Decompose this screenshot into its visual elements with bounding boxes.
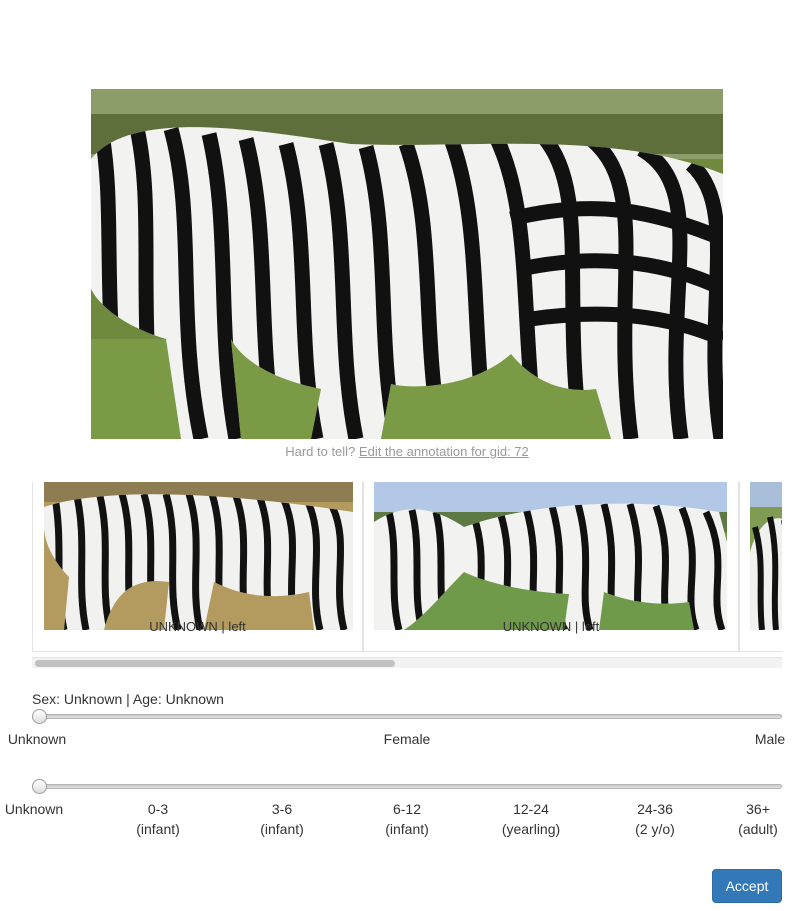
age-note-0-3: (infant) bbox=[136, 821, 180, 837]
thumbnail-strip: UNKNOWN | left bbox=[32, 482, 782, 670]
thumbnail-image-1 bbox=[44, 482, 353, 630]
age-label-3-6: 3-6 (infant) bbox=[227, 799, 337, 839]
edit-annotation-link[interactable]: Edit the annotation for gid: 72 bbox=[358, 444, 529, 459]
thumbnail-card-2[interactable]: UNKNOWN | left bbox=[363, 482, 739, 652]
sex-label-female: Female bbox=[383, 731, 431, 747]
age-slider-track[interactable] bbox=[34, 784, 782, 789]
thumbnail-caption-1: UNKNOWN | left bbox=[149, 619, 246, 634]
sex-slider-handle[interactable] bbox=[32, 709, 47, 724]
thumbnail-caption-2: UNKNOWN | left bbox=[502, 619, 600, 634]
age-range-3-6: 3-6 bbox=[271, 801, 293, 817]
age-note-36-plus: (adult) bbox=[738, 821, 778, 837]
annotation-hint: Hard to tell? Edit the annotation for gi… bbox=[0, 444, 804, 459]
age-label-6-12: 6-12 (infant) bbox=[352, 799, 462, 839]
age-range-36-plus: 36+ bbox=[746, 801, 770, 817]
hint-prefix: Hard to tell? bbox=[285, 444, 356, 459]
thumbnail-scrollbar[interactable] bbox=[32, 657, 782, 668]
thumbnail-card-1[interactable]: UNKNOWN | left bbox=[32, 482, 363, 652]
age-range-24-36: 24-36 bbox=[637, 801, 673, 817]
sex-label-unknown: Unknown bbox=[7, 731, 67, 747]
age-note-3-6: (infant) bbox=[260, 821, 304, 837]
scrollbar-thumb[interactable] bbox=[35, 660, 395, 667]
thumbnail-strip-content: UNKNOWN | left bbox=[32, 482, 782, 654]
age-note-24-36: (2 y/o) bbox=[635, 821, 675, 837]
age-label-12-24: 12-24 (yearling) bbox=[476, 799, 586, 839]
sex-label-male: Male bbox=[754, 731, 786, 747]
thumbnail-image-2 bbox=[374, 482, 727, 630]
age-note-6-12: (infant) bbox=[385, 821, 429, 837]
age-label-0-3: 0-3 (infant) bbox=[103, 799, 213, 839]
age-slider-handle[interactable] bbox=[32, 779, 47, 794]
thumbnail-image-3 bbox=[750, 482, 782, 630]
age-range-0-3: 0-3 bbox=[147, 801, 169, 817]
thumbnail-card-3[interactable] bbox=[739, 482, 782, 652]
age-label-36-plus: 36+ (adult) bbox=[708, 799, 804, 839]
zebra-annotation-image bbox=[91, 89, 723, 439]
age-range-unknown: Unknown bbox=[4, 801, 64, 817]
age-label-24-36: 24-36 (2 y/o) bbox=[600, 799, 710, 839]
sex-slider-track[interactable] bbox=[34, 714, 782, 719]
age-range-12-24: 12-24 bbox=[513, 801, 549, 817]
age-label-unknown: Unknown bbox=[0, 799, 89, 819]
age-range-6-12: 6-12 bbox=[392, 801, 422, 817]
accept-button[interactable]: Accept bbox=[712, 869, 782, 903]
age-note-12-24: (yearling) bbox=[501, 821, 561, 837]
status-text: Sex: Unknown | Age: Unknown bbox=[32, 691, 224, 707]
